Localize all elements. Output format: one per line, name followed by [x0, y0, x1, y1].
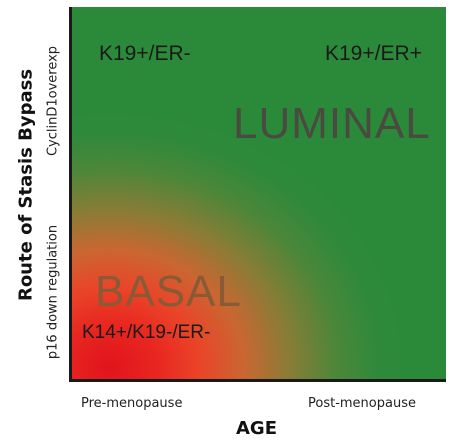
- basal-region-label: BASAL: [95, 267, 242, 316]
- y-tick-p16: p16 down regulation: [45, 224, 61, 360]
- y-axis-line: [69, 7, 72, 382]
- marker-bottom-left: K14+/K19-/ER-: [82, 322, 211, 343]
- x-tick-pre-menopause: Pre-menopause: [81, 396, 183, 411]
- luminal-region-label: LUMINAL: [233, 99, 431, 148]
- x-tick-post-menopause: Post-menopause: [308, 396, 416, 411]
- x-axis-line: [69, 379, 446, 382]
- y-tick-cyclind1: CyclinD1overexp: [45, 45, 61, 157]
- y-axis-title: Route of Stasis Bypass: [15, 68, 37, 302]
- marker-top-left: K19+/ER-: [99, 42, 191, 65]
- phenotype-gradient-plot: [69, 7, 446, 380]
- x-axis-title: AGE: [236, 418, 278, 439]
- marker-top-right: K19+/ER+: [325, 42, 422, 65]
